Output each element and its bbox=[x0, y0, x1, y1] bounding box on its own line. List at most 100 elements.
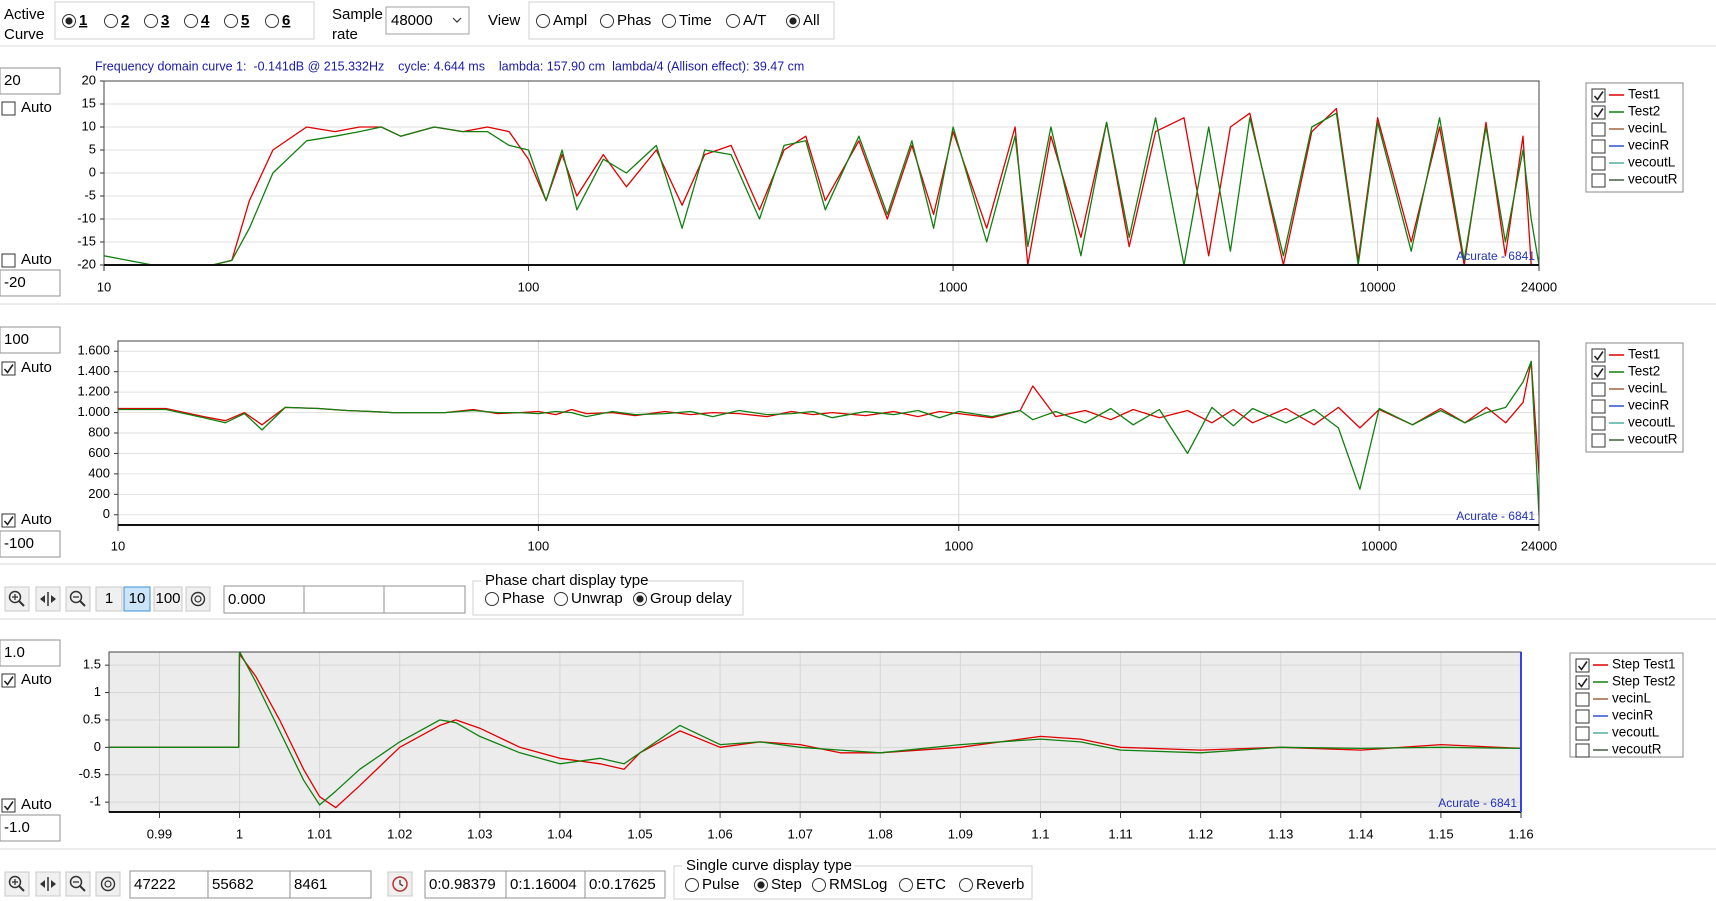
icon-button[interactable] bbox=[65, 871, 91, 897]
checkbox[interactable] bbox=[1591, 88, 1606, 103]
legend-label[interactable]: vecoutR bbox=[1612, 742, 1662, 757]
checkbox-tick[interactable] bbox=[1593, 351, 1604, 361]
legend-label[interactable]: vecinL bbox=[1628, 381, 1668, 396]
curve-option[interactable]: 1 bbox=[79, 12, 87, 29]
legend-label[interactable]: vecinR bbox=[1628, 398, 1670, 413]
legend-label[interactable]: Test1 bbox=[1628, 347, 1660, 362]
legend-label[interactable]: vecinR bbox=[1628, 138, 1670, 153]
zoom-button[interactable] bbox=[153, 586, 183, 612]
checkbox-tick[interactable] bbox=[3, 516, 14, 526]
checkbox[interactable] bbox=[1, 361, 16, 376]
phase-option[interactable]: Unwrap bbox=[571, 590, 623, 607]
legend-label[interactable]: Step Test2 bbox=[1612, 674, 1676, 689]
view-option[interactable]: A/T bbox=[743, 12, 766, 29]
checkbox[interactable] bbox=[1591, 433, 1606, 448]
axis-max-input[interactable] bbox=[0, 639, 61, 667]
checkbox[interactable] bbox=[1, 101, 16, 116]
display-option[interactable]: RMSLog bbox=[829, 876, 887, 893]
display-option[interactable]: Reverb bbox=[976, 876, 1024, 893]
axis-min-input[interactable] bbox=[0, 814, 61, 842]
radio-button[interactable] bbox=[726, 14, 740, 28]
axis-min-value[interactable]: -1.0 bbox=[4, 819, 30, 836]
curve-option[interactable]: 5 bbox=[241, 12, 249, 29]
radio-button[interactable] bbox=[536, 14, 550, 28]
view-option[interactable]: All bbox=[803, 12, 820, 29]
auto-label[interactable]: Auto bbox=[21, 359, 52, 376]
zoom-label[interactable]: 1 bbox=[105, 590, 113, 607]
radio-button[interactable] bbox=[899, 878, 913, 892]
legend-label[interactable]: Test2 bbox=[1628, 364, 1660, 379]
zoom-button[interactable] bbox=[123, 586, 151, 612]
view-option[interactable]: Time bbox=[679, 12, 712, 29]
axis-max-input[interactable] bbox=[0, 326, 61, 354]
legend-label[interactable]: vecinR bbox=[1612, 708, 1654, 723]
checkbox[interactable] bbox=[1575, 743, 1590, 758]
checkbox[interactable] bbox=[1, 513, 16, 528]
axis-max-value[interactable]: 1.0 bbox=[4, 644, 25, 661]
checkbox[interactable] bbox=[1591, 416, 1606, 431]
legend-label[interactable]: Test1 bbox=[1628, 87, 1660, 102]
legend-label[interactable]: vecoutL bbox=[1628, 415, 1676, 430]
radio-button[interactable] bbox=[959, 878, 973, 892]
value-field[interactable] bbox=[289, 870, 372, 899]
icon-button[interactable] bbox=[4, 586, 30, 612]
radio-dot[interactable] bbox=[757, 881, 765, 889]
value-field[interactable] bbox=[223, 585, 305, 614]
curve-option[interactable]: 4 bbox=[201, 12, 210, 29]
value-field[interactable] bbox=[383, 585, 466, 614]
display-option[interactable]: Step bbox=[771, 876, 802, 893]
axis-min-input[interactable] bbox=[0, 530, 61, 558]
curve-option[interactable]: 6 bbox=[282, 12, 290, 29]
display-option[interactable]: Pulse bbox=[702, 876, 740, 893]
legend-label[interactable]: Step Test1 bbox=[1612, 657, 1676, 672]
phase-option[interactable]: Phase bbox=[502, 590, 545, 607]
icon-button[interactable] bbox=[185, 586, 211, 612]
auto-label[interactable]: Auto bbox=[21, 511, 52, 528]
axis-max-value[interactable]: 100 bbox=[4, 331, 29, 348]
checkbox-tick[interactable] bbox=[3, 364, 14, 374]
value-field[interactable] bbox=[303, 585, 385, 614]
field-value[interactable]: 8461 bbox=[294, 876, 327, 893]
radio-button[interactable] bbox=[485, 592, 499, 606]
axis-min-value[interactable]: -20 bbox=[4, 274, 26, 291]
legend-label[interactable]: vecinL bbox=[1612, 691, 1652, 706]
checkbox[interactable] bbox=[1591, 122, 1606, 137]
value-field[interactable] bbox=[584, 870, 666, 899]
radio-button[interactable] bbox=[600, 14, 614, 28]
icon-button[interactable] bbox=[4, 871, 30, 897]
radio-button[interactable] bbox=[554, 592, 568, 606]
checkbox-tick[interactable] bbox=[3, 801, 14, 811]
icon-button[interactable] bbox=[65, 586, 91, 612]
axis-min-input[interactable] bbox=[0, 269, 61, 297]
legend-label[interactable]: Test2 bbox=[1628, 104, 1660, 119]
radio-button[interactable] bbox=[812, 878, 826, 892]
axis-max-value[interactable]: 20 bbox=[4, 72, 21, 89]
checkbox[interactable] bbox=[1591, 382, 1606, 397]
checkbox[interactable] bbox=[1575, 709, 1590, 724]
checkbox[interactable] bbox=[1591, 105, 1606, 120]
checkbox[interactable] bbox=[1575, 726, 1590, 741]
value-field[interactable] bbox=[207, 870, 291, 899]
field-value[interactable]: 47222 bbox=[134, 876, 176, 893]
radio-button[interactable] bbox=[685, 878, 699, 892]
phase-option[interactable]: Group delay bbox=[650, 590, 732, 607]
select-value[interactable]: 48000 bbox=[391, 12, 433, 29]
radio-button[interactable] bbox=[144, 14, 158, 28]
zoom-label[interactable]: 10 bbox=[129, 590, 146, 607]
radio-dot[interactable] bbox=[636, 595, 644, 603]
field-value[interactable]: 0:0.98379 bbox=[429, 876, 496, 893]
checkbox[interactable] bbox=[1575, 658, 1590, 673]
auto-label[interactable]: Auto bbox=[21, 99, 52, 116]
field-value[interactable]: 0:1.16004 bbox=[510, 876, 577, 893]
checkbox[interactable] bbox=[1, 253, 16, 268]
checkbox[interactable] bbox=[1, 798, 16, 813]
checkbox[interactable] bbox=[1, 673, 16, 688]
field-value[interactable]: 55682 bbox=[212, 876, 254, 893]
radio-button[interactable] bbox=[104, 14, 118, 28]
checkbox[interactable] bbox=[1591, 139, 1606, 154]
view-option[interactable]: Phas bbox=[617, 12, 651, 29]
legend-label[interactable]: vecoutL bbox=[1612, 725, 1660, 740]
auto-label[interactable]: Auto bbox=[21, 671, 52, 688]
checkbox-tick[interactable] bbox=[1593, 368, 1604, 378]
legend-label[interactable]: vecoutR bbox=[1628, 172, 1678, 187]
